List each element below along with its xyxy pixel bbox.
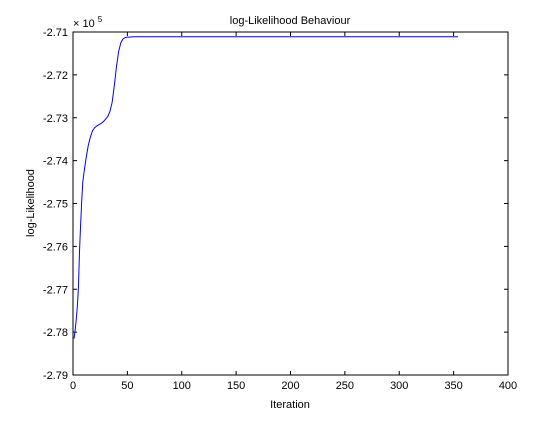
y-tick-label: -2.77: [43, 284, 68, 296]
y-axis-label: log-Likelihood: [25, 169, 37, 237]
x-tick-label: 100: [173, 380, 191, 392]
y-tick-label: -2.73: [43, 113, 68, 125]
plot-frame: [72, 31, 509, 376]
y-tick-label: -2.75: [43, 199, 68, 211]
plot-area: 0 50 100 150 200 250 300 350 400 -2.79 -2.78 -2.77 -…: [43, 27, 517, 392]
x-tick-label: 200: [281, 380, 299, 392]
x-tick-label: 300: [390, 380, 408, 392]
x-axis-label: Iteration: [270, 399, 310, 411]
y-tick-label: -2.74: [43, 156, 68, 168]
x-tick-label: 150: [227, 380, 245, 392]
y-tick-label: -2.71: [43, 27, 68, 39]
y-tick-label: -2.79: [43, 370, 68, 382]
x-tick-label: 400: [499, 380, 517, 392]
y-axis-exponent-prefix: × 10: [73, 18, 95, 30]
y-tick-label: -2.72: [43, 70, 68, 82]
x-tick-label: 50: [121, 380, 133, 392]
axis-tick-labels: 0 50 100 150 200 250 300 350 400 -2.79 -2.78 -2.77 -…: [43, 27, 517, 392]
y-tick-label: -2.78: [43, 327, 68, 339]
x-tick-label: 0: [70, 380, 76, 392]
y-tick-label: -2.76: [43, 241, 68, 253]
axis-ticks: [72, 31, 509, 376]
x-tick-label: 250: [336, 380, 354, 392]
y-axis-exponent-power: 5: [98, 15, 103, 24]
x-tick-label: 350: [444, 380, 462, 392]
y-axis-exponent-label: × 10 5: [73, 15, 103, 30]
chart-title: log-Likelihood Behaviour: [230, 15, 351, 27]
series-line: [73, 36, 458, 339]
